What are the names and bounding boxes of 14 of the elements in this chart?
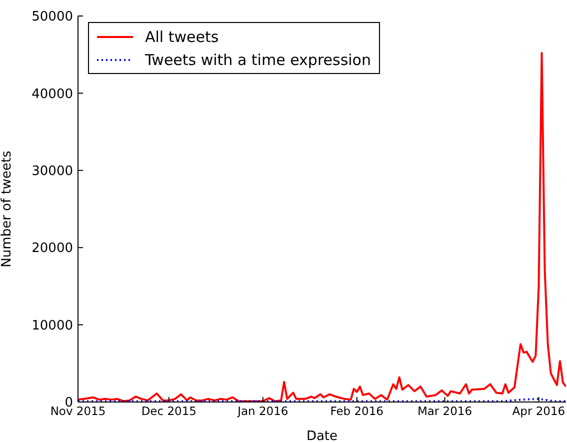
legend-label: Tweets with a time expression [145,50,371,68]
x-tick-label: Jan 2016 [236,404,288,418]
y-tick-label: 40000 [32,86,73,102]
x-tick-label: Dec 2015 [141,404,197,418]
y-tick-label: 50000 [32,10,73,25]
x-axis-title: Date [306,429,338,442]
x-tick-label: Apr 2016 [512,404,566,418]
x-tick-label: Mar 2016 [417,404,472,418]
y-tick-label: 20000 [32,241,73,256]
y-axis-title: Number of tweets [0,150,15,268]
y-tick-label: 30000 [32,164,73,180]
y-tick-label: 10000 [32,318,73,334]
legend-label: All tweets [145,28,219,46]
x-tick-label: Feb 2016 [330,404,384,418]
